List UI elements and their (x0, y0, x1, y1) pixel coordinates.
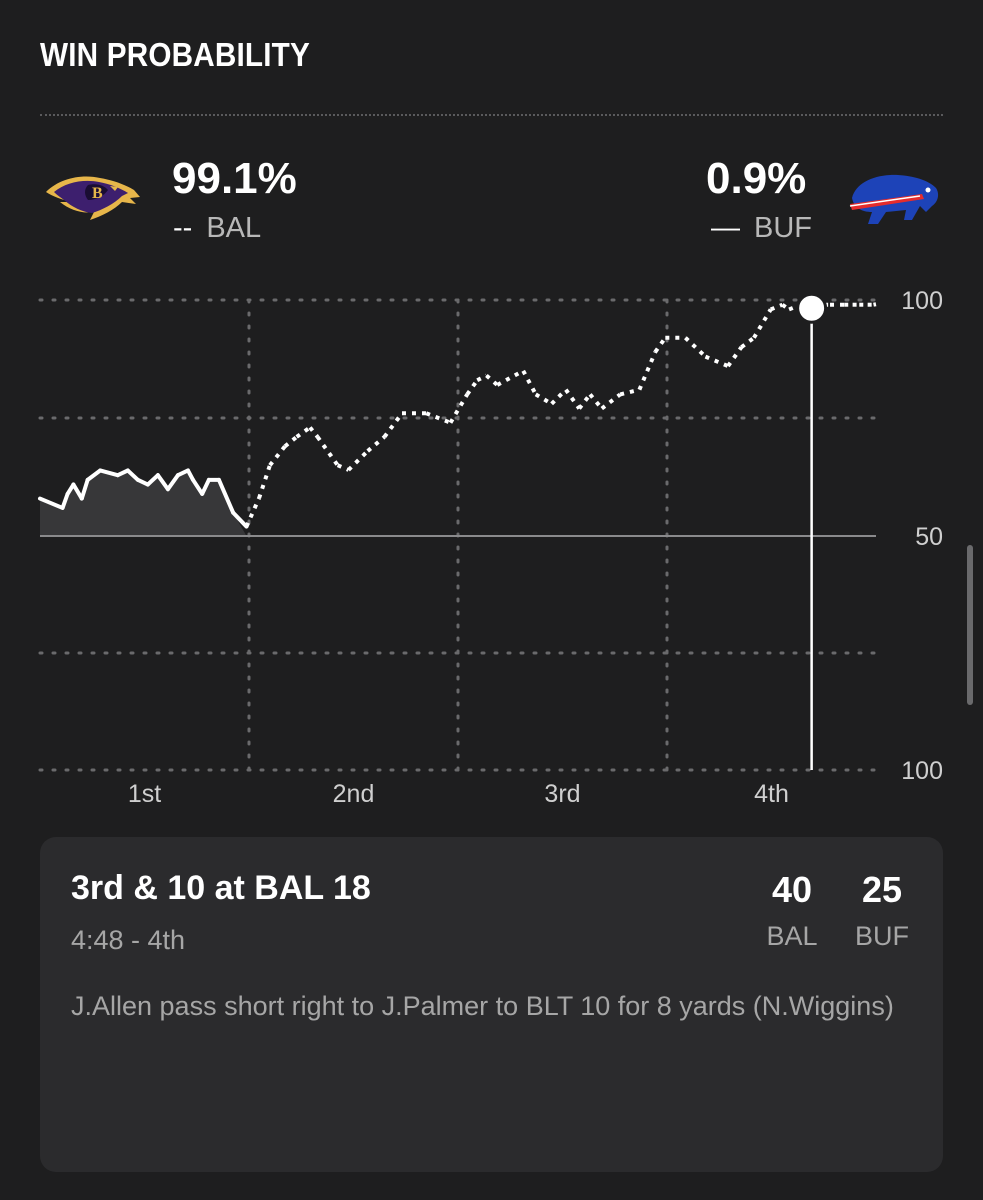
bal-series-segment (684, 336, 707, 359)
bal-series-segment (653, 336, 667, 354)
buf-win-pct: 0.9% (706, 154, 807, 203)
buf-series-segment (79, 477, 90, 501)
bal-win-pct: 99.1% (172, 154, 297, 203)
bal-series-segment (283, 435, 298, 448)
bal-series-segment (476, 373, 488, 383)
ravens-logo-icon: B (46, 176, 140, 220)
x-tick-label: 1st (128, 780, 161, 808)
dashed-line-swatch: -- (173, 212, 193, 244)
bal-series-segment (704, 354, 729, 368)
win-probability-chart: 100 50 100 1st 2nd 3rd 4th (38, 287, 943, 808)
bal-series-segment (550, 388, 568, 406)
bal-legend: -- BAL (173, 212, 261, 245)
score-value: 25 (861, 869, 903, 910)
bal-series-segment (308, 426, 320, 439)
bal-series-segment (588, 393, 604, 410)
page-title: WIN PROBABILITY (40, 36, 310, 73)
play-description: J.Allen pass short right to J.Palmer to … (71, 991, 894, 1021)
bal-series-segment (465, 379, 479, 396)
bal-series-segment (521, 369, 538, 396)
buf-series-segment (85, 468, 103, 482)
game-clock: 4:48 - 4th (71, 925, 186, 955)
bal-series-segment (347, 449, 370, 472)
buf-series-segment (165, 473, 180, 492)
down-distance: 3rd & 10 at BAL 18 (71, 869, 371, 907)
buf-series-segment (200, 477, 211, 496)
bal-series-segment (425, 411, 452, 425)
buf-series-segment (216, 477, 236, 515)
bal-series-segment (752, 308, 773, 339)
current-play-marker (796, 292, 828, 324)
bal-series-segment (577, 393, 592, 410)
bal-series-segment (496, 369, 525, 387)
play-card[interactable]: 3rd & 10 at BAL 18 4:48 - 4th 40 BAL 25 … (40, 837, 943, 1172)
solid-line-swatch: — (711, 212, 740, 244)
bal-series-segment (637, 351, 658, 391)
y-tick-label: 50 (915, 523, 943, 551)
score-team: BUF (855, 921, 909, 951)
buf-series-segment (98, 468, 120, 478)
bal-series-segment (769, 302, 784, 312)
bal-series-segment (295, 425, 312, 439)
buf-series-segment (145, 473, 160, 487)
x-tick-label: 2nd (333, 780, 375, 808)
buf-series-segment (155, 473, 170, 492)
bal-series-segment (268, 445, 287, 467)
buf-series-segment (190, 477, 205, 496)
scrollbar[interactable] (967, 545, 973, 705)
buf-series-segment (60, 491, 70, 510)
buf-series-segment (38, 496, 65, 510)
buf-legend: — BUF (711, 212, 812, 245)
bal-series-segment (315, 435, 340, 467)
bal-series-segment (257, 464, 272, 499)
score-value: 40 (771, 869, 813, 910)
y-tick-label: 100 (901, 287, 943, 315)
buf-lead-shade (40, 470, 247, 536)
bal-series-segment (619, 387, 640, 397)
y-tick-label: 100 (901, 757, 943, 785)
score-team: BAL (766, 921, 818, 951)
buf-abbr: BUF (754, 212, 812, 244)
bal-series-segment (726, 346, 744, 368)
bal-abbr: BAL (206, 212, 262, 244)
buf-series-segment (71, 482, 84, 501)
buf-series-segment (231, 510, 249, 529)
score-bal: 40 BAL (752, 869, 832, 952)
bal-series-segment (534, 392, 553, 406)
x-tick-label: 3rd (544, 780, 580, 808)
bal-series-segment (485, 374, 499, 387)
bal-series-segment (781, 303, 791, 312)
bal-series-segment (564, 388, 581, 410)
svg-text:B: B (92, 185, 103, 202)
title-divider (40, 114, 943, 116)
bills-logo-icon (849, 174, 939, 224)
x-tick-label: 4th (754, 780, 789, 808)
score-buf: 25 BUF (842, 869, 922, 952)
buf-series-segment (125, 468, 140, 482)
bal-series-segment (336, 463, 350, 472)
bal-series-segment (600, 392, 622, 411)
bal-series-segment (366, 435, 386, 453)
bal-series-segment (740, 336, 756, 349)
